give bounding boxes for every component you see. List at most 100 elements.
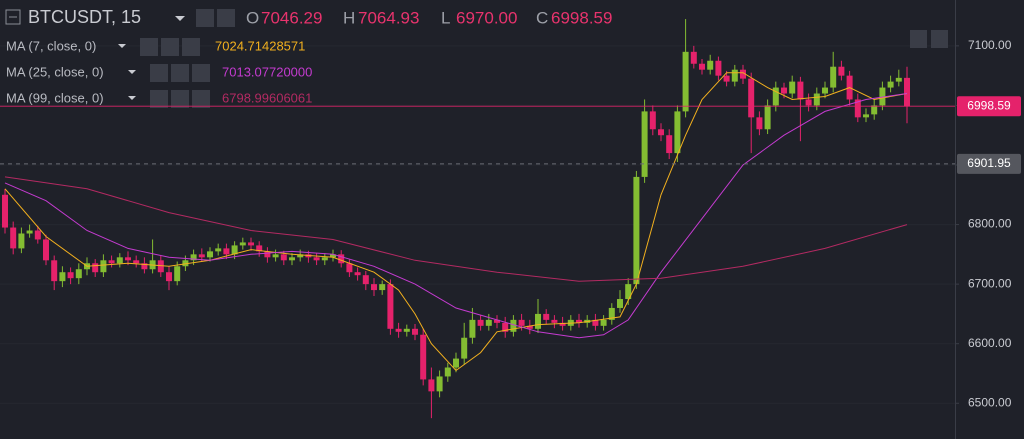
legend-icon-button[interactable] — [161, 38, 179, 56]
legend-icon-button[interactable] — [171, 90, 189, 108]
candle-body — [830, 66, 837, 88]
candle-body — [502, 322, 509, 332]
candle-body — [190, 254, 197, 261]
legend-icon-button[interactable] — [171, 64, 189, 82]
candle-body — [854, 99, 861, 118]
settings-button[interactable] — [217, 9, 235, 27]
candle-body — [289, 257, 295, 261]
candle-body — [822, 87, 828, 94]
ma-line — [4, 176, 908, 282]
legend-value: 7013.07720000 — [222, 64, 312, 79]
legend-icon-button[interactable] — [150, 64, 168, 82]
candle-body — [346, 263, 353, 273]
y-tick-label: 6800.00 — [968, 217, 1012, 231]
candle-body — [280, 254, 287, 261]
candle-body — [789, 81, 796, 94]
dropdown-arrow[interactable] — [128, 70, 136, 74]
candle-body — [321, 257, 328, 261]
candle-body — [469, 319, 476, 338]
candle-body — [641, 111, 648, 177]
candle-body — [403, 328, 410, 332]
candle-body — [116, 257, 123, 264]
candle-body — [215, 248, 222, 252]
ohlc-value: 6998.59 — [551, 8, 612, 27]
candle-body — [633, 176, 640, 285]
candle-body — [576, 319, 582, 323]
candle-body — [805, 99, 812, 106]
legend-value: 7024.71428571 — [215, 38, 305, 53]
dropdown-arrow[interactable] — [118, 44, 126, 48]
candle-body — [658, 129, 664, 136]
ohlc-key: H — [343, 8, 355, 27]
crosshair-label-box — [957, 153, 1021, 174]
candle-body — [887, 81, 894, 88]
candle-body — [617, 299, 623, 308]
legend-value: 6798.99606061 — [222, 90, 312, 105]
candle-body — [756, 117, 763, 130]
candle-body — [674, 111, 681, 154]
candle-body — [625, 284, 632, 300]
dropdown-arrow[interactable] — [128, 96, 136, 100]
dropdown-arrow[interactable] — [175, 16, 185, 21]
candle-body — [600, 319, 607, 326]
legend-label: MA (25, close, 0) — [6, 64, 104, 79]
ohlc-value: 7064.93 — [358, 8, 419, 27]
candle-body — [838, 66, 845, 76]
candle-body — [239, 242, 246, 246]
y-tick-label: 6600.00 — [968, 336, 1012, 350]
candle-body — [682, 51, 689, 112]
legend-icon-button[interactable] — [140, 38, 158, 56]
price-label-box — [957, 96, 1021, 117]
candle-body — [395, 328, 402, 332]
move-down-button[interactable] — [910, 30, 927, 48]
legend-icon-button[interactable] — [182, 38, 200, 56]
candle-body — [67, 272, 74, 279]
candle-body — [551, 319, 558, 323]
candle-body — [535, 313, 541, 329]
candle-body — [453, 358, 459, 368]
candle-body — [166, 272, 172, 282]
legend-icon-button[interactable] — [150, 90, 168, 108]
eye-button[interactable] — [196, 9, 214, 27]
candle-body — [526, 325, 533, 329]
candle-body — [248, 242, 254, 246]
candle-body — [231, 245, 238, 255]
candle-body — [559, 322, 566, 326]
candle-body — [75, 269, 82, 279]
candle-body — [748, 78, 755, 118]
y-tick-label: 6500.00 — [968, 395, 1012, 409]
candle-body — [699, 63, 705, 70]
candle-body — [666, 135, 673, 154]
legend-icon-button[interactable] — [192, 64, 210, 82]
candle-body — [313, 257, 320, 261]
candle-body — [723, 75, 730, 82]
candle-body — [444, 367, 451, 377]
chart-title: BTCUSDT, 15 — [28, 7, 141, 27]
candle-body — [608, 307, 615, 320]
candle-body — [879, 87, 886, 106]
candle-body — [494, 319, 500, 323]
candle-body — [174, 266, 181, 282]
candle-body — [100, 260, 107, 273]
candle-body — [731, 69, 738, 82]
delete-button[interactable] — [931, 30, 948, 48]
candle-body — [477, 319, 484, 326]
candle-body — [125, 257, 131, 261]
ohlc-key: O — [246, 8, 259, 27]
collapse-button[interactable] — [5, 9, 21, 25]
candle-body — [371, 284, 377, 291]
candle-body — [510, 319, 517, 332]
candle-body — [10, 227, 17, 249]
legend-icon-button[interactable] — [192, 90, 210, 108]
candle-body — [297, 254, 304, 258]
candle-body — [707, 60, 714, 70]
ohlc-value: 6970.00 — [456, 8, 517, 27]
legend-label: MA (7, close, 0) — [6, 38, 96, 53]
candle-body — [871, 105, 878, 115]
crosshair-label: 6901.95 — [967, 156, 1011, 170]
candle-body — [461, 337, 468, 359]
ohlc-key: L — [441, 8, 450, 27]
candle-body — [34, 230, 41, 240]
candle-body — [813, 93, 820, 106]
